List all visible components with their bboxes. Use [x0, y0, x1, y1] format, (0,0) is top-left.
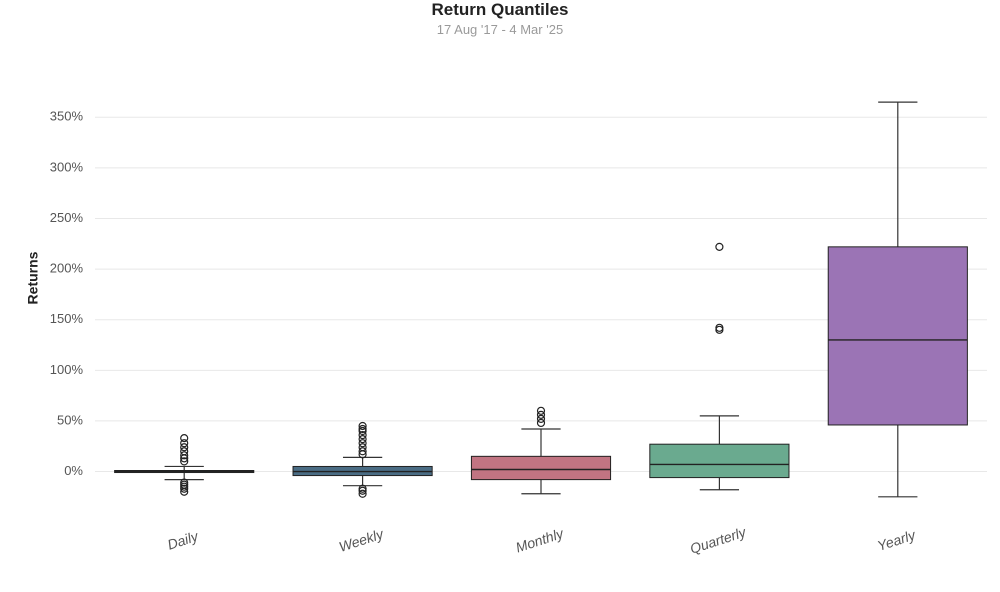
box-quarterly	[650, 444, 789, 477]
y-tick-label: 250%	[50, 210, 84, 225]
x-tick-label: Yearly	[875, 526, 918, 554]
x-tick-label: Monthly	[514, 525, 567, 556]
y-tick-label: 300%	[50, 159, 84, 174]
y-tick-label: 150%	[50, 311, 84, 326]
box-yearly	[828, 247, 967, 425]
boxplot-chart: Return Quantiles 17 Aug '17 - 4 Mar '25 …	[0, 0, 1000, 555]
y-axis-label: Returns	[24, 251, 40, 304]
chart-svg: 0% 50% 100% 150% 200% 250% 300% 350% Daily Weekly…	[0, 37, 1000, 592]
y-tick-label: 0%	[64, 463, 83, 478]
y-tick-label: 50%	[57, 412, 83, 427]
chart-title: Return Quantiles	[0, 0, 1000, 20]
y-tick-label: 350%	[50, 109, 84, 124]
x-tick-label: Quarterly	[688, 523, 749, 556]
chart-subtitle: 17 Aug '17 - 4 Mar '25	[0, 22, 1000, 37]
y-tick-label: 200%	[50, 261, 84, 276]
x-tick-label: Daily	[165, 528, 200, 553]
box-monthly	[471, 456, 610, 479]
y-tick-label: 100%	[50, 362, 84, 377]
x-tick-label: Weekly	[337, 525, 386, 555]
